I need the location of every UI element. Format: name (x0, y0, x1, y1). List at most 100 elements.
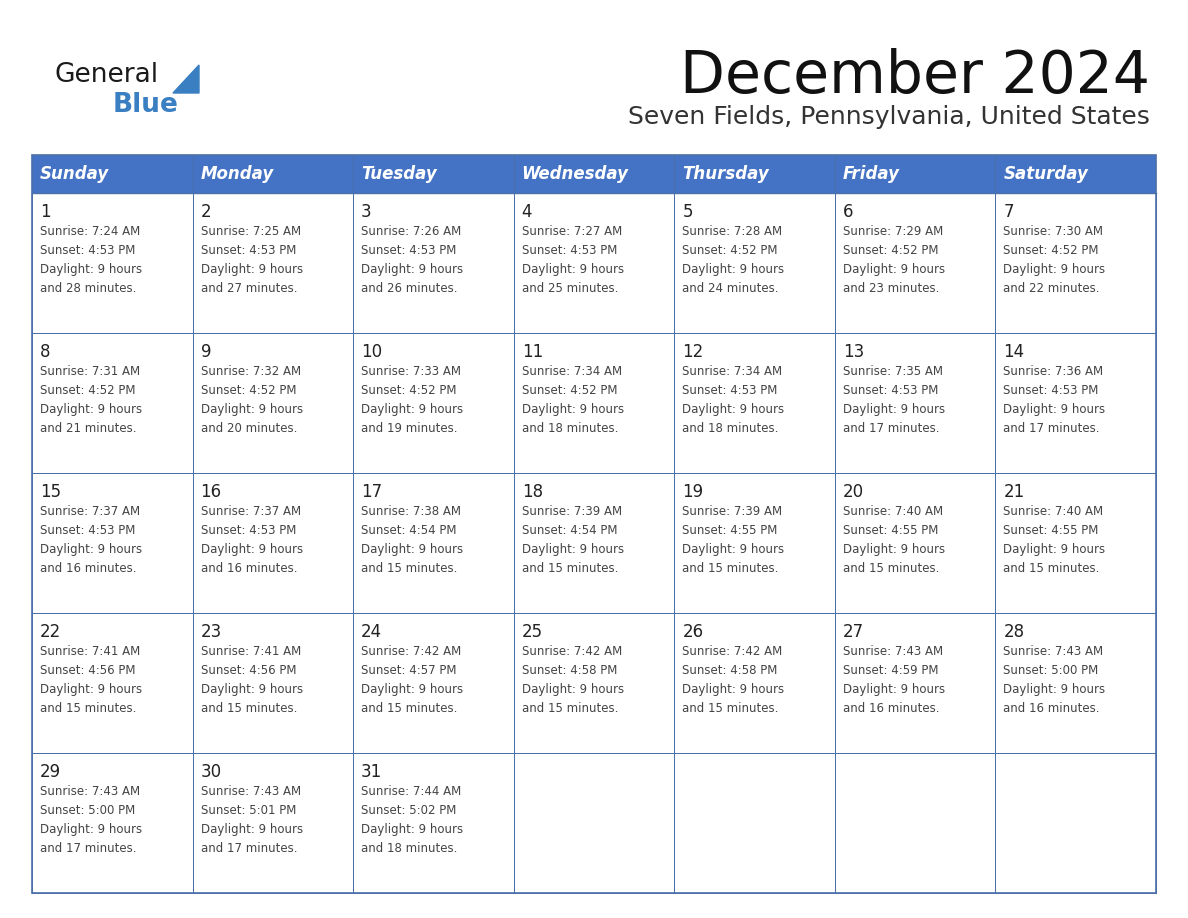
Text: Sunset: 4:53 PM: Sunset: 4:53 PM (201, 244, 296, 257)
Bar (835, 333, 996, 473)
Text: Daylight: 9 hours: Daylight: 9 hours (682, 683, 784, 696)
Text: Sunrise: 7:37 AM: Sunrise: 7:37 AM (40, 505, 140, 518)
Text: 17: 17 (361, 483, 383, 501)
Text: 15: 15 (40, 483, 61, 501)
Text: Sunset: 4:53 PM: Sunset: 4:53 PM (522, 244, 617, 257)
Bar (32, 155, 192, 193)
Text: and 18 minutes.: and 18 minutes. (682, 422, 778, 435)
Bar (192, 473, 353, 613)
Text: Daylight: 9 hours: Daylight: 9 hours (522, 403, 624, 416)
Text: and 16 minutes.: and 16 minutes. (1004, 702, 1100, 715)
Text: and 24 minutes.: and 24 minutes. (682, 282, 779, 295)
Text: 23: 23 (201, 623, 222, 641)
Text: Monday: Monday (201, 165, 273, 183)
Text: and 15 minutes.: and 15 minutes. (1004, 562, 1100, 575)
Text: Sunrise: 7:39 AM: Sunrise: 7:39 AM (682, 505, 783, 518)
Text: Daylight: 9 hours: Daylight: 9 hours (40, 403, 143, 416)
Text: Daylight: 9 hours: Daylight: 9 hours (40, 263, 143, 276)
Text: Sunrise: 7:29 AM: Sunrise: 7:29 AM (842, 225, 943, 238)
Text: Sunset: 4:56 PM: Sunset: 4:56 PM (201, 664, 296, 677)
Text: 3: 3 (361, 203, 372, 221)
Text: Sunset: 5:00 PM: Sunset: 5:00 PM (40, 804, 135, 817)
Text: Tuesday: Tuesday (361, 165, 437, 183)
Text: Sunrise: 7:40 AM: Sunrise: 7:40 AM (842, 505, 943, 518)
Text: Sunset: 4:53 PM: Sunset: 4:53 PM (842, 384, 939, 397)
Text: and 15 minutes.: and 15 minutes. (682, 562, 778, 575)
Text: Daylight: 9 hours: Daylight: 9 hours (522, 263, 624, 276)
Text: Daylight: 9 hours: Daylight: 9 hours (842, 263, 944, 276)
Text: 5: 5 (682, 203, 693, 221)
Text: 28: 28 (1004, 623, 1024, 641)
Bar (353, 473, 513, 613)
Text: Sunset: 4:53 PM: Sunset: 4:53 PM (201, 524, 296, 537)
Text: 24: 24 (361, 623, 383, 641)
Text: and 15 minutes.: and 15 minutes. (522, 562, 618, 575)
Text: Sunrise: 7:39 AM: Sunrise: 7:39 AM (522, 505, 621, 518)
Text: Daylight: 9 hours: Daylight: 9 hours (842, 543, 944, 556)
Text: Sunset: 5:00 PM: Sunset: 5:00 PM (1004, 664, 1099, 677)
Text: and 26 minutes.: and 26 minutes. (361, 282, 457, 295)
Text: Daylight: 9 hours: Daylight: 9 hours (201, 543, 303, 556)
Text: 16: 16 (201, 483, 222, 501)
Text: Daylight: 9 hours: Daylight: 9 hours (361, 683, 463, 696)
Text: Sunset: 4:52 PM: Sunset: 4:52 PM (522, 384, 618, 397)
Bar (513, 333, 675, 473)
Bar (353, 155, 513, 193)
Bar (32, 193, 192, 333)
Text: Sunrise: 7:43 AM: Sunrise: 7:43 AM (40, 785, 140, 798)
Bar (192, 155, 353, 193)
Text: Sunrise: 7:35 AM: Sunrise: 7:35 AM (842, 365, 943, 378)
Text: Daylight: 9 hours: Daylight: 9 hours (1004, 403, 1106, 416)
Text: Daylight: 9 hours: Daylight: 9 hours (201, 683, 303, 696)
Text: Sunrise: 7:40 AM: Sunrise: 7:40 AM (1004, 505, 1104, 518)
Text: and 15 minutes.: and 15 minutes. (201, 702, 297, 715)
Text: 21: 21 (1004, 483, 1025, 501)
Bar (513, 753, 675, 893)
Text: Sunrise: 7:28 AM: Sunrise: 7:28 AM (682, 225, 783, 238)
Text: Sunrise: 7:42 AM: Sunrise: 7:42 AM (522, 645, 623, 658)
Bar (513, 473, 675, 613)
Text: and 15 minutes.: and 15 minutes. (682, 702, 778, 715)
Bar (996, 333, 1156, 473)
Text: Sunset: 4:58 PM: Sunset: 4:58 PM (682, 664, 778, 677)
Text: Sunrise: 7:38 AM: Sunrise: 7:38 AM (361, 505, 461, 518)
Polygon shape (173, 65, 200, 93)
Bar (513, 193, 675, 333)
Text: Sunset: 5:02 PM: Sunset: 5:02 PM (361, 804, 456, 817)
Text: and 16 minutes.: and 16 minutes. (40, 562, 137, 575)
Text: Sunrise: 7:32 AM: Sunrise: 7:32 AM (201, 365, 301, 378)
Bar (675, 333, 835, 473)
Text: Saturday: Saturday (1004, 165, 1088, 183)
Text: Sunset: 4:52 PM: Sunset: 4:52 PM (201, 384, 296, 397)
Text: Sunset: 5:01 PM: Sunset: 5:01 PM (201, 804, 296, 817)
Text: Sunset: 4:53 PM: Sunset: 4:53 PM (1004, 384, 1099, 397)
Text: Daylight: 9 hours: Daylight: 9 hours (842, 683, 944, 696)
Text: Daylight: 9 hours: Daylight: 9 hours (201, 823, 303, 836)
Bar (835, 753, 996, 893)
Bar (835, 155, 996, 193)
Text: Daylight: 9 hours: Daylight: 9 hours (1004, 543, 1106, 556)
Text: Daylight: 9 hours: Daylight: 9 hours (201, 403, 303, 416)
Text: Daylight: 9 hours: Daylight: 9 hours (40, 543, 143, 556)
Text: Sunset: 4:55 PM: Sunset: 4:55 PM (1004, 524, 1099, 537)
Text: and 23 minutes.: and 23 minutes. (842, 282, 940, 295)
Text: and 25 minutes.: and 25 minutes. (522, 282, 618, 295)
Text: Sunset: 4:52 PM: Sunset: 4:52 PM (842, 244, 939, 257)
Bar (353, 333, 513, 473)
Text: 2: 2 (201, 203, 211, 221)
Text: Daylight: 9 hours: Daylight: 9 hours (201, 263, 303, 276)
Text: Daylight: 9 hours: Daylight: 9 hours (682, 543, 784, 556)
Text: Sunrise: 7:44 AM: Sunrise: 7:44 AM (361, 785, 461, 798)
Text: Daylight: 9 hours: Daylight: 9 hours (842, 403, 944, 416)
Bar (353, 753, 513, 893)
Text: Sunset: 4:53 PM: Sunset: 4:53 PM (40, 524, 135, 537)
Text: Sunrise: 7:30 AM: Sunrise: 7:30 AM (1004, 225, 1104, 238)
Text: 7: 7 (1004, 203, 1013, 221)
Text: and 17 minutes.: and 17 minutes. (842, 422, 940, 435)
Text: Sunrise: 7:27 AM: Sunrise: 7:27 AM (522, 225, 623, 238)
Bar (996, 155, 1156, 193)
Text: and 19 minutes.: and 19 minutes. (361, 422, 457, 435)
Text: Wednesday: Wednesday (522, 165, 628, 183)
Text: 22: 22 (40, 623, 62, 641)
Bar (32, 473, 192, 613)
